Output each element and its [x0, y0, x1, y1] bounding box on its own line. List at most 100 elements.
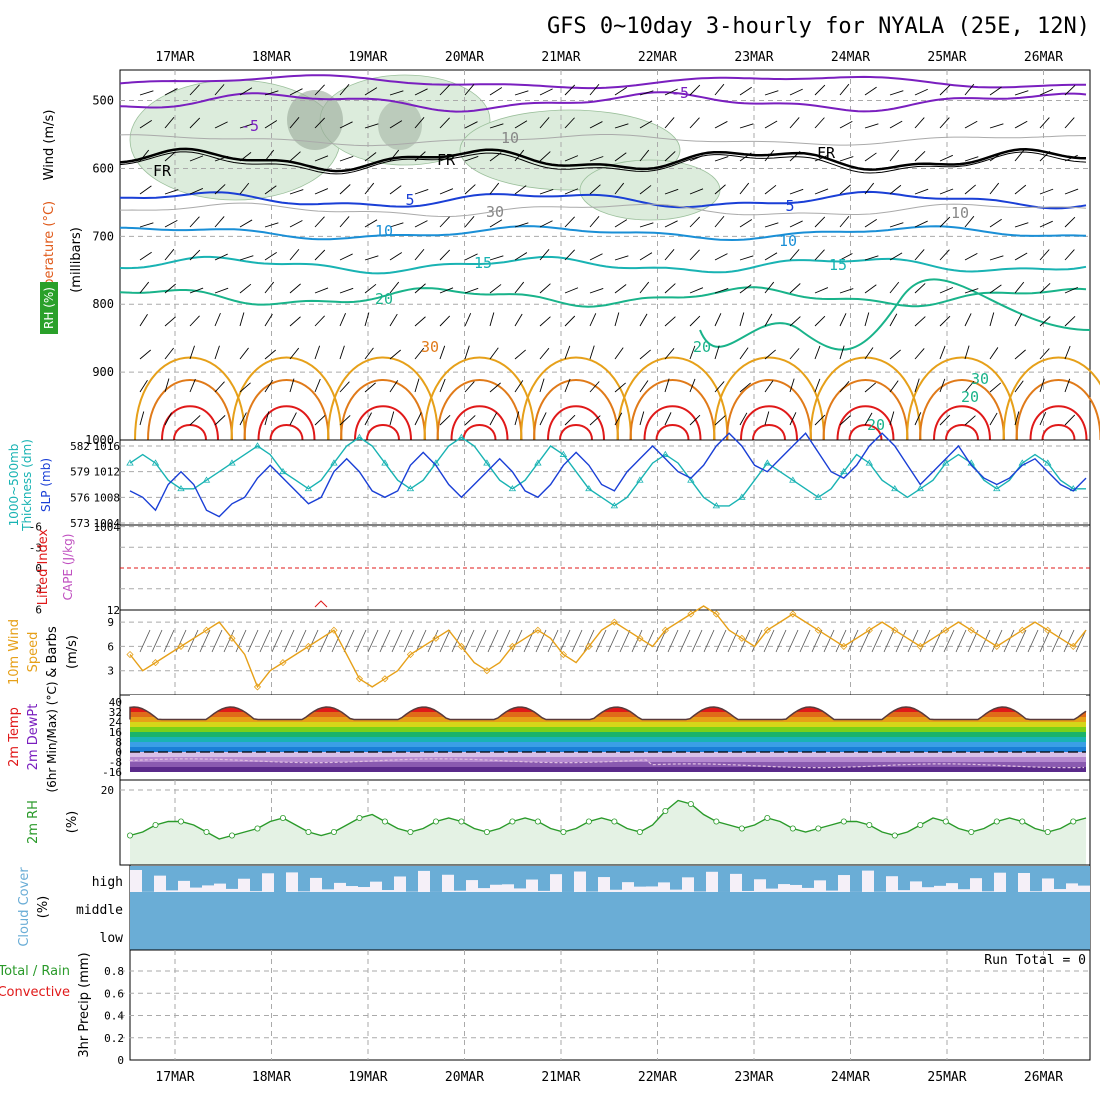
contour-label-5: 5	[405, 191, 414, 209]
cloud-high-bar	[862, 866, 874, 871]
cloud-label-a: Cloud Cover	[17, 867, 32, 947]
rh2m-label-a: 2m RH	[26, 800, 41, 844]
precip-tick-0.2: 0.2	[104, 1032, 124, 1045]
warm-dome-6-2	[740, 405, 798, 441]
rh2m-point	[330, 829, 337, 836]
thickness-point	[916, 485, 924, 492]
bottom-date-labels: 17MAR 18MAR 19MAR 20MAR 21MAR 22MAR 23MAR 24MAR…	[155, 1070, 1063, 1085]
contour-20-east	[699, 278, 1091, 351]
cloud-level-middle: middle	[76, 903, 123, 918]
rh2m-point	[611, 818, 618, 825]
barb	[339, 121, 353, 129]
barb	[714, 156, 729, 162]
barb	[414, 347, 425, 360]
warm-dome-0-1	[147, 379, 233, 441]
contour-label-16: 20	[961, 388, 979, 406]
li-tick--3: -3	[29, 541, 42, 554]
wind10-point	[712, 610, 720, 618]
barb	[439, 249, 451, 261]
pressure-tick-800: 800	[92, 297, 114, 311]
bottom-date-5: 22MAR	[638, 1070, 677, 1085]
thickness-point	[534, 459, 542, 466]
cloud-high-bar	[610, 866, 622, 890]
barb	[789, 88, 803, 96]
rh2m-point	[305, 829, 312, 836]
barb10	[715, 629, 727, 653]
barb	[289, 116, 300, 129]
cloud-high-bar	[166, 866, 178, 891]
rh2m-point	[789, 825, 796, 832]
barb	[564, 216, 575, 228]
barb	[489, 219, 503, 228]
run-total: Run Total = 0	[984, 953, 1086, 968]
thickness-point	[304, 485, 313, 492]
barb10	[859, 629, 871, 653]
barb	[964, 215, 975, 228]
li-tick-3: 3	[35, 583, 42, 596]
cloud-high-bg	[286, 866, 298, 892]
slp-label: SLP (mb)	[39, 458, 53, 512]
barb	[614, 312, 620, 327]
barb	[1014, 313, 1023, 327]
barb	[539, 412, 547, 426]
rh2m-point	[764, 815, 771, 822]
rh2m-point	[917, 822, 924, 829]
barb	[514, 281, 525, 294]
barb10	[223, 629, 235, 653]
wind10-point	[993, 642, 1001, 650]
temp-tick--16: -16	[102, 766, 122, 779]
barb	[814, 249, 825, 261]
thickness-point	[381, 459, 389, 466]
wind10-point	[151, 659, 160, 667]
barb10	[727, 629, 739, 653]
wind10-point	[304, 642, 313, 650]
barb	[914, 378, 920, 393]
barb	[239, 382, 251, 393]
barb	[614, 412, 623, 426]
barb	[414, 283, 426, 294]
thickness-tick-579: 579	[70, 466, 90, 479]
cloud-high-bar	[346, 866, 358, 887]
barb	[864, 86, 877, 96]
cloud-high-bar	[190, 866, 202, 888]
temp-mask	[130, 695, 1086, 720]
barb	[964, 253, 978, 261]
barb	[364, 182, 375, 195]
cloud-high-bar	[586, 866, 598, 892]
barb	[439, 84, 451, 96]
barb	[139, 90, 154, 96]
barb	[439, 117, 450, 129]
warm-dome-7-1	[822, 379, 909, 441]
barb	[339, 84, 350, 96]
barb	[189, 287, 204, 294]
cloud-high-bar	[658, 866, 670, 883]
temp-band-6	[130, 737, 1086, 742]
temp-tick-0: 0	[115, 746, 122, 759]
wind10-label-a: 10m Wind	[7, 619, 22, 685]
temp-band-2	[130, 757, 1086, 762]
cloud-high-bar	[838, 866, 850, 876]
cloud-high-bar	[898, 866, 910, 891]
barb	[264, 281, 275, 294]
cloud-high-bar	[850, 866, 862, 892]
wind10-point	[610, 618, 618, 626]
barb	[814, 414, 826, 426]
cloud-high-bar	[310, 866, 322, 878]
barb10	[643, 629, 655, 653]
barb10	[751, 629, 763, 653]
temp-tick--8: -8	[109, 756, 122, 769]
barb	[264, 185, 277, 195]
barb10	[247, 629, 259, 653]
barb	[889, 120, 903, 129]
thickness-point	[1044, 459, 1052, 466]
barb	[314, 216, 325, 228]
barb	[514, 313, 523, 327]
barb10	[475, 629, 487, 653]
lifted-index-label: Lifted Index	[36, 528, 51, 605]
warm-dome-5-0	[616, 356, 729, 441]
barb	[589, 83, 600, 96]
barb	[389, 120, 403, 129]
barb	[839, 288, 854, 294]
barb	[939, 188, 954, 195]
temp-band-0	[130, 767, 1086, 772]
